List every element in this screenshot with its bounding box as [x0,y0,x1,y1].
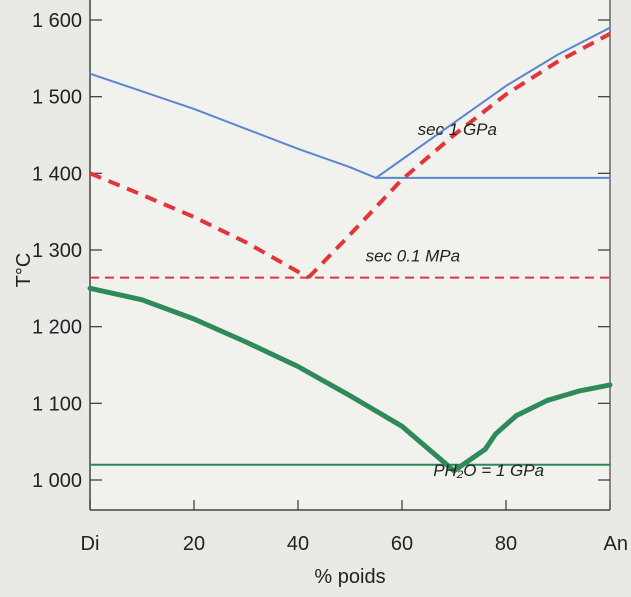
y-tick-label: 1 000 [32,470,82,492]
y-tick-label: 1 400 [32,163,82,185]
x-tick-label: 60 [391,533,413,555]
series-annotation: PH₂O = 1 GPa [433,461,544,480]
y-axis-title: T°C [13,253,35,288]
series-2 [87,285,613,474]
y-tick-label: 1 600 [32,10,82,32]
annotation-layer: sec 1 GPa sec 0.1 MPa PH₂O = 1 GPa [366,120,544,480]
y-tick-label: 1 500 [32,87,82,109]
series-line-segment [306,32,611,279]
series-layer [87,26,613,474]
series-line-segment [375,26,611,179]
series-0 [89,26,611,179]
series-line-segment [89,72,377,179]
series-1 [89,32,611,280]
y-tick-label: 1 200 [32,317,82,339]
series-line-segment [87,285,488,474]
x-axis-title: % poids [314,566,385,588]
x-tick-label: 80 [495,533,517,555]
tick-group: 1 000 1 100 1 200 1 300 1 400 1 500 1 600 Di 20 4… [32,10,628,555]
y-tick-label: 1 100 [32,393,82,415]
series-annotation: sec 1 GPa [418,120,497,139]
x-tick-label: Di [81,533,100,555]
y-tick-label: 1 300 [32,240,82,262]
x-tick-label: 20 [183,533,205,555]
series-line-segment [482,382,613,452]
series-annotation: sec 0.1 MPa [366,247,461,266]
x-tick-label: An [604,533,628,555]
x-tick-label: 40 [287,533,309,555]
